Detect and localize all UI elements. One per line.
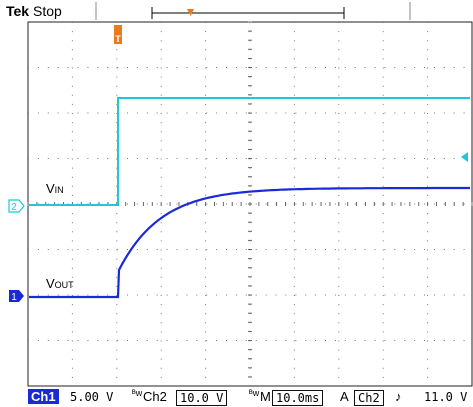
brand-status: Tek Stop [6,3,62,19]
trigger-mode: A [340,389,349,404]
svg-text:2: 2 [11,202,17,213]
svg-text:1: 1 [11,292,17,303]
brand-logo: Tek [6,3,30,19]
trigger-position-marker: T [114,25,122,44]
trigger-level-marker [461,152,468,162]
svg-text:T: T [115,34,121,44]
vout-label: VOUT [46,276,74,291]
settings-readout: Ch1 5.00 V ᴮw Ch2 10.0 V ᴮw M 10.0ms A C… [0,387,473,407]
status-header: Tek Stop [0,0,473,22]
timebase-label: M [260,389,271,404]
record-position-indicator [151,7,345,19]
trigger-slope-icon: ♪ [395,389,402,404]
trigger-level: 11.0 V [424,390,468,404]
ch2-ground-marker: 2 [8,199,25,213]
ch1-ground-marker: 1 [9,290,24,303]
vout-trace [29,186,470,299]
ch2-bw-icon: ᴮw [132,388,143,398]
ch1-badge[interactable]: Ch1 [28,389,59,404]
vin-trace [29,97,470,206]
timebase-scale[interactable]: 10.0ms [272,390,324,406]
time-bw-icon: ᴮw [249,388,260,398]
ch1-scale: 5.00 V [70,390,114,404]
ch2-scale: 10.0 V [176,390,228,406]
vin-label: VIN [46,181,64,196]
ch2-badge[interactable]: Ch2 [143,389,167,404]
run-state: Stop [32,3,62,19]
trigger-source[interactable]: Ch2 [354,390,384,406]
